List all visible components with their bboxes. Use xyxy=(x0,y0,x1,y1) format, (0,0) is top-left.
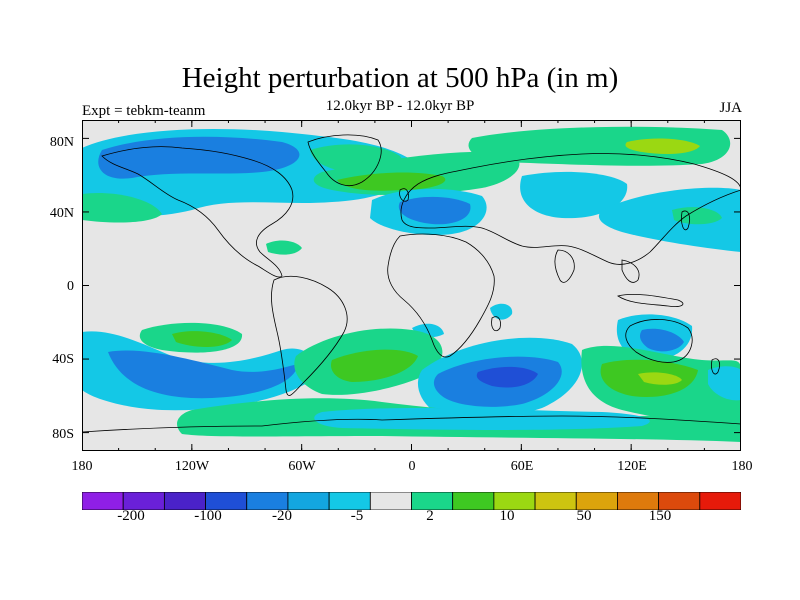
field-south-darkblue-mid xyxy=(476,366,538,388)
coast-europe-asia xyxy=(400,153,741,265)
lon-label-120e: 120E xyxy=(617,459,647,474)
field-eurasia-green2 xyxy=(337,172,446,191)
coast-africa xyxy=(387,233,495,358)
colorbar-label: -100 xyxy=(194,508,222,524)
lon-label-120w: 120W xyxy=(174,459,210,474)
lat-label-80n: 80N xyxy=(49,135,74,150)
field-south-pacific-green2 xyxy=(172,331,232,347)
lon-label-180w: 180 xyxy=(71,459,93,474)
colorbar-label: 10 xyxy=(499,508,515,524)
map-ticks xyxy=(82,120,741,451)
coast-south-america xyxy=(271,275,348,396)
coastlines xyxy=(82,134,741,433)
field-europe-blue xyxy=(398,196,471,225)
lon-label-0: 0 xyxy=(408,459,416,474)
coast-greenland xyxy=(307,134,382,186)
field-siberia-green xyxy=(468,126,731,166)
lat-label-80s: 80S xyxy=(52,427,74,442)
lat-label-40n: 40N xyxy=(49,206,74,221)
season-label: JJA xyxy=(719,100,742,116)
coast-madagascar xyxy=(491,316,501,332)
plot-title: Height perturbation at 500 hPa (in m) xyxy=(181,62,619,94)
map-panel xyxy=(82,120,741,451)
lat-label-40s: 40S xyxy=(52,352,74,367)
colorbar-label: 50 xyxy=(576,508,592,524)
field-south-blue-west xyxy=(108,350,298,399)
field-gulf-green xyxy=(266,240,302,255)
lon-label-60w: 60W xyxy=(288,459,316,474)
contour-fields xyxy=(82,126,741,442)
field-namerica-green xyxy=(82,192,162,223)
field-pacific-green xyxy=(672,207,722,225)
lon-label-180e: 180 xyxy=(731,459,753,474)
coast-india xyxy=(554,249,575,283)
field-south-green-mid2 xyxy=(330,349,418,382)
field-pacific-cyan xyxy=(598,187,741,252)
lat-label-0: 0 xyxy=(67,279,74,294)
coast-north-america xyxy=(101,146,294,278)
coast-antarctica xyxy=(82,415,741,433)
experiment-label: Expt = tebkm-teanm xyxy=(82,103,206,119)
coast-japan xyxy=(681,210,690,231)
field-australia-blue xyxy=(640,328,684,352)
coast-australia xyxy=(625,319,693,363)
colorbar-label: 150 xyxy=(648,508,672,524)
colorbar-label: -200 xyxy=(117,508,145,524)
lon-label-60e: 60E xyxy=(510,459,534,474)
field-asia-cyan xyxy=(520,171,628,219)
colorbar-label: -5 xyxy=(350,508,364,524)
coast-southeast-asia xyxy=(621,259,640,283)
field-africa-cyan xyxy=(490,303,513,320)
colorbar-label: -20 xyxy=(272,508,292,524)
coast-uk xyxy=(399,188,409,202)
field-south-lime-east2 xyxy=(638,372,682,385)
colorbar-label: 2 xyxy=(426,508,434,524)
coast-new-zealand xyxy=(711,358,720,375)
colorbar xyxy=(82,492,741,510)
plot-subtitle: 12.0kyr BP - 12.0kyr BP xyxy=(325,98,475,114)
coast-indonesia xyxy=(617,293,684,307)
colorbar-box xyxy=(699,492,741,510)
field-antarctic-cyan xyxy=(314,407,650,430)
field-siberia-lime xyxy=(625,138,700,154)
field-east-pacific-cyan xyxy=(708,366,741,401)
